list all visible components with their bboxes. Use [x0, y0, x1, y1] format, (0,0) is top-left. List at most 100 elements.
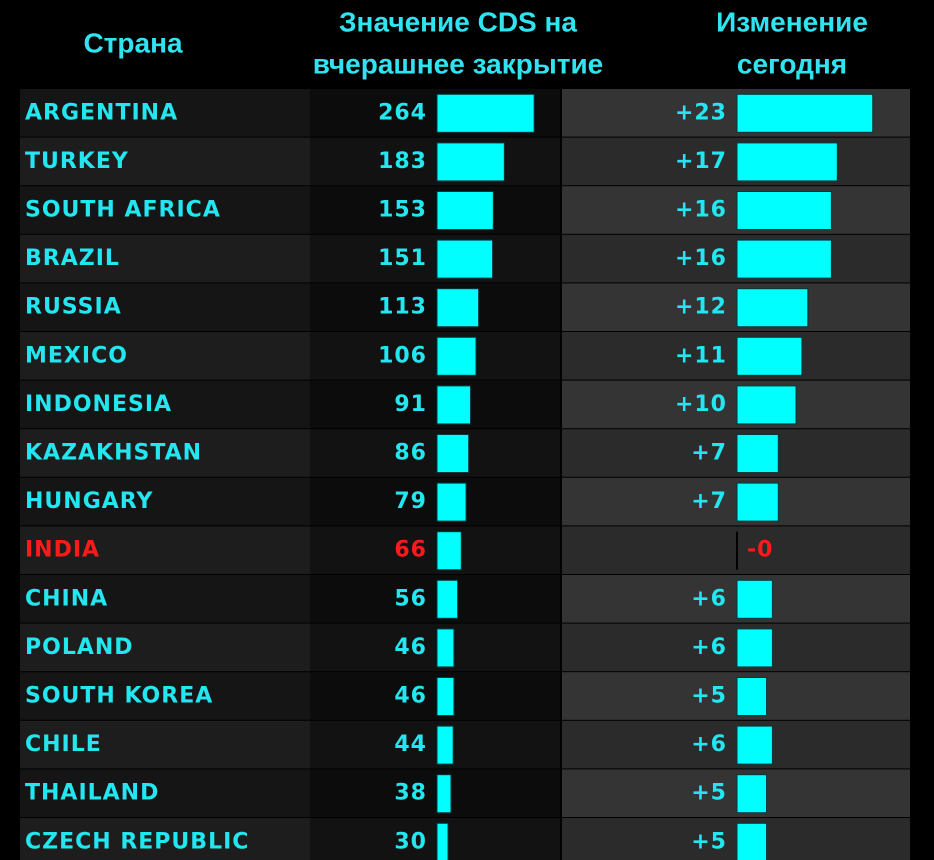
change-bar: [736, 336, 803, 376]
cds-value: 264: [378, 100, 427, 125]
change-cell: [562, 575, 910, 623]
change-cell: [562, 137, 910, 186]
cds-bar: [436, 434, 470, 473]
change-value: +23: [675, 100, 727, 125]
cds-value: 79: [394, 489, 427, 514]
country-cell: [20, 89, 310, 137]
cds-value: 46: [394, 635, 427, 660]
country-cell: [20, 186, 310, 234]
cds-cell: [310, 137, 560, 186]
country: RUSSIA: [25, 295, 122, 320]
change-bar: [736, 239, 832, 279]
cds-bar: [436, 628, 455, 668]
cds-value: 106: [378, 343, 427, 368]
cds-bar: [436, 336, 477, 376]
change-bar: [736, 822, 767, 860]
cds-value: 151: [378, 246, 427, 271]
cds-cell: [310, 769, 560, 817]
change-bar: [736, 434, 779, 473]
cds-cell: [310, 623, 560, 672]
country: CHINA: [25, 586, 108, 611]
cds-cell: [310, 283, 560, 331]
country: CZECH REPUBLIC: [25, 829, 249, 854]
change-value: +6: [691, 635, 727, 660]
country: ARGENTINA: [25, 100, 178, 125]
country-cell: [20, 234, 310, 283]
country-cell: [20, 380, 310, 429]
cds-bar: [436, 579, 459, 619]
change-value: +16: [675, 246, 727, 271]
cds-value: 86: [394, 441, 427, 466]
column-header: Изменение: [716, 6, 868, 37]
cds-cell: [310, 818, 560, 860]
country: KAZAKHSTAN: [25, 441, 202, 466]
cds-cell: [310, 429, 560, 477]
cds-value: 91: [394, 392, 427, 417]
cds-cell: [310, 720, 560, 769]
cds-bar: [436, 482, 467, 522]
cds-bar: [436, 774, 452, 814]
column-header: сегодня: [737, 48, 847, 79]
change-cell: [562, 380, 910, 429]
cds-bar: [436, 191, 494, 230]
change-bar: [736, 142, 838, 182]
cds-cell: [310, 186, 560, 234]
country-cell: [20, 769, 310, 817]
change-bar: [736, 288, 809, 328]
change-value: +5: [691, 781, 727, 806]
cds-bar: [436, 288, 480, 328]
change-cell: [562, 477, 910, 526]
change-cell: [562, 623, 910, 672]
country-cell: [20, 818, 310, 860]
country-cell: [20, 332, 310, 380]
change-value: +6: [691, 732, 727, 757]
change-value: +17: [675, 149, 727, 174]
country-cell: [20, 137, 310, 186]
cds-cell: [310, 477, 560, 526]
country-cell: [20, 283, 310, 331]
cds-value: 183: [378, 149, 427, 174]
cds-cell: [310, 380, 560, 429]
change-bar: [736, 385, 797, 425]
change-cell: [562, 720, 910, 769]
country: INDONESIA: [25, 392, 172, 417]
change-bar: [736, 725, 773, 765]
country-cell: [20, 526, 310, 574]
change-value: +10: [675, 392, 727, 417]
change-bar: [736, 774, 767, 814]
country: POLAND: [25, 635, 134, 660]
column-header: Страна: [83, 27, 183, 58]
country-cell: [20, 623, 310, 672]
cds-value: 44: [394, 732, 427, 757]
change-cell: [562, 672, 910, 720]
change-cell: [562, 186, 910, 234]
change-cell: [562, 429, 910, 477]
cds-cell: [310, 575, 560, 623]
cds-value: 38: [394, 781, 427, 806]
cds-bar: [436, 677, 455, 716]
change-value: +7: [691, 489, 727, 514]
cds-cell: [310, 332, 560, 380]
country-cell: [20, 575, 310, 623]
cds-cell: [310, 672, 560, 720]
cds-cell: [310, 234, 560, 283]
change-bar: [736, 628, 773, 668]
change-value: +5: [691, 684, 727, 709]
country: HUNGARY: [25, 489, 154, 514]
cds-value: 46: [394, 684, 427, 709]
cds-bar: [436, 385, 471, 425]
cds-value: 113: [378, 295, 427, 320]
country: TURKEY: [25, 149, 129, 174]
column-header: Значение CDS на: [339, 6, 577, 37]
change-cell: [562, 769, 910, 817]
country: INDIA: [25, 538, 100, 563]
country: CHILE: [25, 732, 102, 757]
change-value: -0: [747, 538, 773, 563]
cds-bar: [436, 725, 454, 765]
cds-value: 56: [394, 586, 427, 611]
change-value: +12: [675, 295, 727, 320]
change-value: +11: [675, 343, 727, 368]
cds-bar: [436, 531, 462, 571]
change-bar: [736, 677, 767, 716]
change-value: +5: [691, 829, 727, 854]
